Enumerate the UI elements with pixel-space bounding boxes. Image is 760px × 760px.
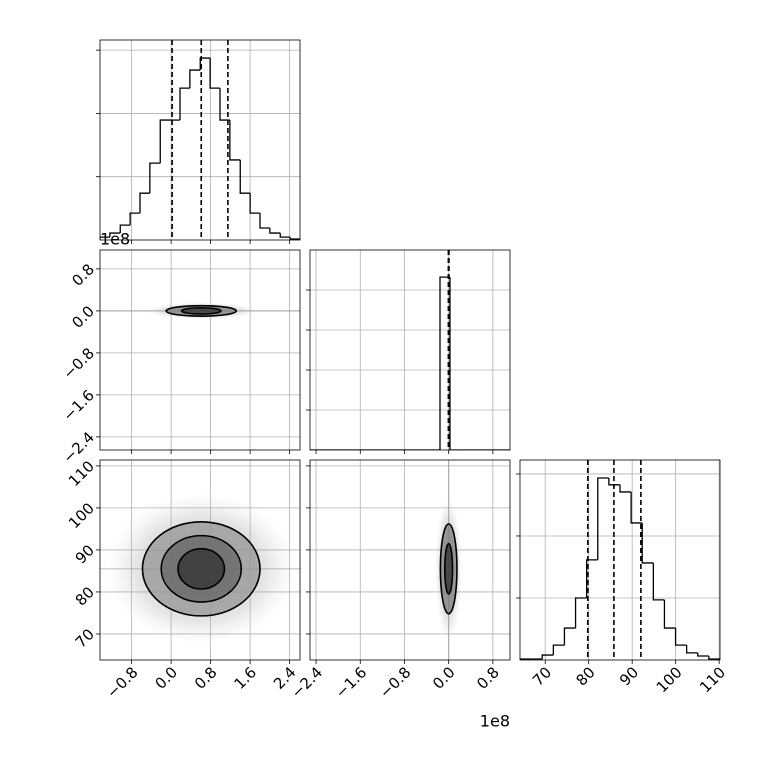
x-tick-label: −0.8 xyxy=(376,663,414,701)
x-tick-label: −1.6 xyxy=(332,663,370,701)
panel: 70 80 90 100 110 xyxy=(516,459,729,696)
hist-step xyxy=(209,58,220,89)
panel xyxy=(306,249,511,454)
hist-step xyxy=(109,232,121,238)
axes-frame xyxy=(99,249,301,451)
hist-step xyxy=(586,559,598,598)
hist-step xyxy=(259,213,270,229)
hist-step xyxy=(289,237,300,240)
hist-step xyxy=(552,644,565,656)
offset-text: 1e8 xyxy=(480,712,510,731)
hist-step xyxy=(249,193,260,214)
hist-step xyxy=(541,654,554,660)
hist-step xyxy=(574,597,587,629)
panel xyxy=(96,39,301,244)
hist-step xyxy=(189,69,201,89)
y-tick-label: 0.8 xyxy=(68,260,98,290)
hist-step xyxy=(563,627,576,646)
hist-step xyxy=(269,227,281,234)
hist-step xyxy=(652,562,665,601)
hist-step xyxy=(449,277,460,450)
y-tick-label: 70 xyxy=(72,625,98,651)
x-tick-label: −0.8 xyxy=(103,663,141,701)
hist-step xyxy=(239,159,251,194)
hist-step xyxy=(229,120,241,161)
axes-frame xyxy=(99,39,301,241)
hist-step xyxy=(663,599,676,629)
contour xyxy=(177,547,226,590)
hist-step xyxy=(100,236,110,240)
hist-step xyxy=(199,57,211,71)
hist-step xyxy=(439,276,450,450)
x-tick-label: 90 xyxy=(616,663,642,689)
hist-step xyxy=(119,224,131,234)
x-tick-label: −2.4 xyxy=(288,663,326,701)
x-tick-label: 0.0 xyxy=(152,663,182,693)
hist-step xyxy=(149,162,161,194)
axes-frame xyxy=(519,459,721,661)
x-tick-label: 80 xyxy=(572,663,598,689)
hist-step xyxy=(520,658,532,660)
hist-step xyxy=(630,491,643,524)
plot-area xyxy=(100,40,300,240)
hist-step xyxy=(674,628,687,646)
y-tick-label: 100 xyxy=(65,499,98,532)
axes-frame xyxy=(309,249,511,451)
x-tick-label: 1.6 xyxy=(231,663,261,693)
y-tick-label: −1.6 xyxy=(60,386,98,424)
axes-frame xyxy=(309,459,511,661)
x-tick-label: 0.0 xyxy=(429,663,459,693)
offset-text: 1e8 xyxy=(100,230,130,249)
hist-step xyxy=(619,484,632,493)
y-tick-label: 90 xyxy=(72,541,98,567)
plot-area xyxy=(310,460,510,660)
plot-area xyxy=(520,460,720,660)
hist-step xyxy=(597,477,609,560)
y-tick-label: 80 xyxy=(72,583,98,609)
y-tick-label: −0.8 xyxy=(60,344,98,382)
hist-step xyxy=(686,645,698,654)
hist-step xyxy=(697,652,709,657)
x-tick-label: 0.8 xyxy=(191,663,221,693)
contour xyxy=(444,542,454,595)
hist-step xyxy=(641,522,654,564)
y-tick-label: 0.0 xyxy=(68,302,98,332)
plot-area xyxy=(100,460,300,660)
x-tick-label: 110 xyxy=(696,663,729,696)
plot-area xyxy=(100,250,300,450)
x-tick-label: 70 xyxy=(529,663,555,689)
contour xyxy=(180,306,222,315)
hist-step xyxy=(219,88,230,121)
hist-step xyxy=(129,212,140,226)
hist-step xyxy=(279,233,291,238)
y-tick-label: −2.4 xyxy=(60,428,98,466)
x-tick-label: 100 xyxy=(653,663,686,696)
hist-step xyxy=(608,477,620,486)
hist-step xyxy=(708,655,720,660)
hist-step xyxy=(139,192,150,214)
hist-step xyxy=(159,119,171,164)
x-tick-label: 0.8 xyxy=(473,663,503,693)
hist-step xyxy=(179,87,190,121)
plot-area xyxy=(310,250,510,450)
axes-frame xyxy=(99,459,301,661)
panel: −2.4−1.6−0.8 0.0 0.8 1e8 xyxy=(288,459,511,731)
